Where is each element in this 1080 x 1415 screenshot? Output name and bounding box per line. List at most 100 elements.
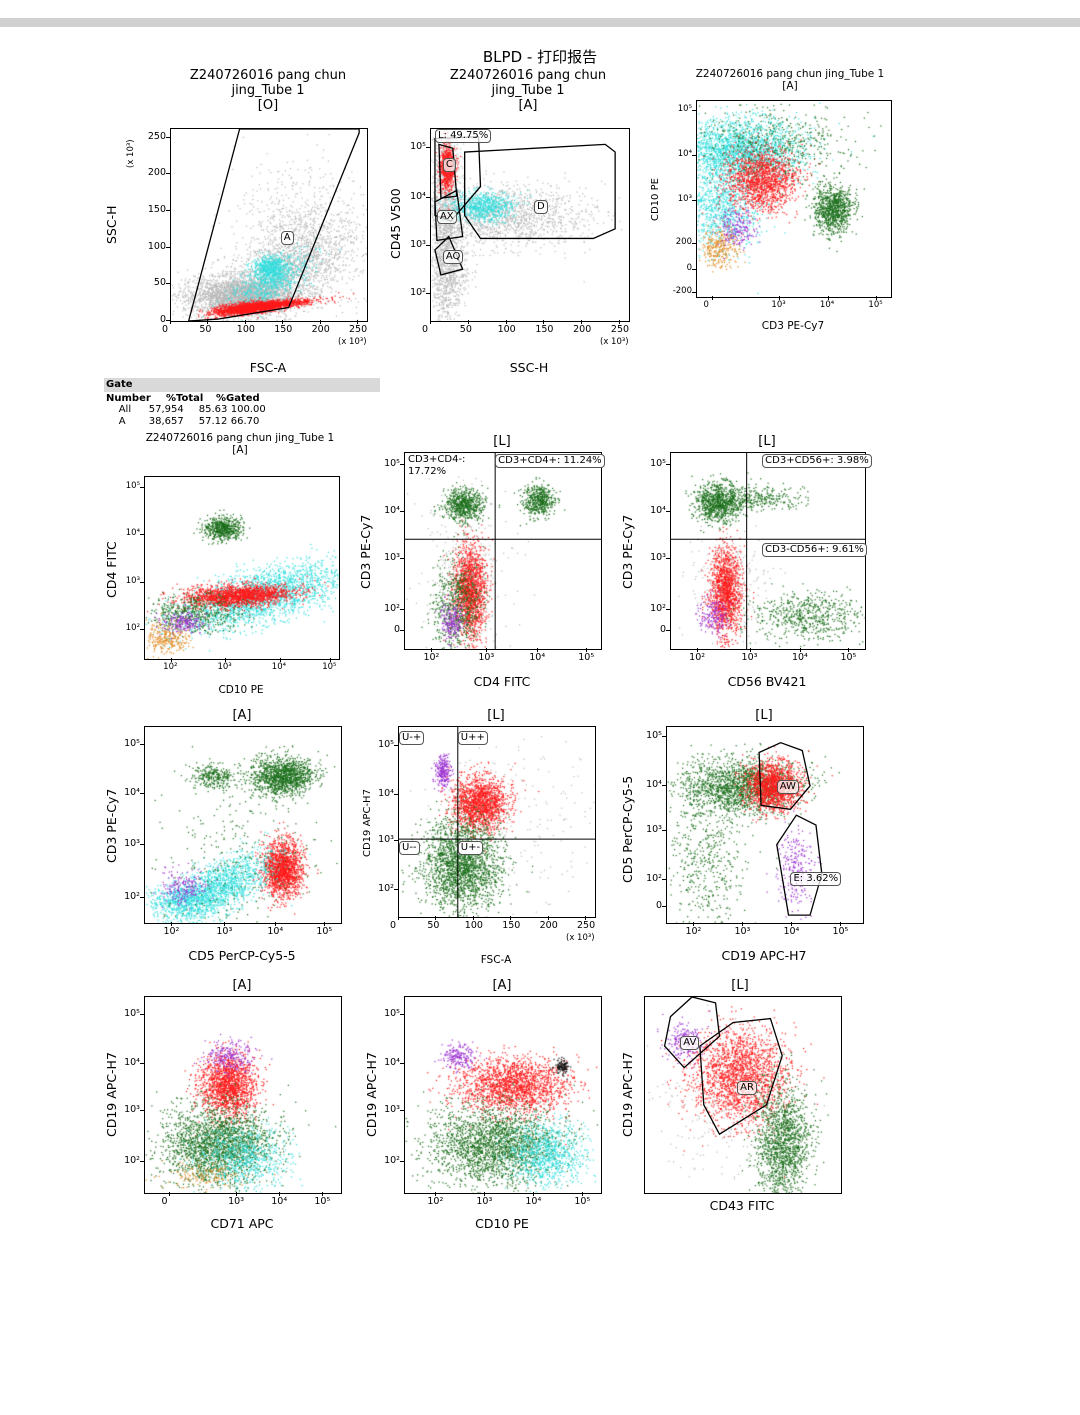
stats-header: Gate Number %Total %Gated: [104, 378, 380, 404]
y-tick-mark: [426, 245, 430, 247]
y-tick-label: 10⁴: [677, 148, 692, 159]
x-axis-label: FSC-A: [249, 360, 287, 375]
y-tick-mark: [426, 293, 430, 295]
plot-title: [L]: [731, 978, 749, 993]
y-tick-label: 10³: [384, 1103, 400, 1115]
y-tick-mark: [666, 608, 670, 610]
plot-title: [L]: [487, 708, 505, 723]
x-tick-label: 10³: [741, 652, 758, 663]
y-tick-label: 0: [686, 262, 692, 273]
gate-polygon: [663, 996, 721, 1069]
y-tick-mark: [692, 109, 696, 111]
y-axis-label: CD19 APC-H7: [362, 788, 373, 857]
y-tick-label: 10⁵: [378, 739, 394, 750]
y-tick-mark: [662, 878, 666, 880]
y-tick-mark: [400, 630, 404, 632]
x-tick-label: 10³: [216, 926, 233, 937]
x-tick-mark: [693, 922, 695, 926]
x-tick-label: 100: [464, 920, 483, 931]
y-tick-label: 10²: [410, 287, 426, 299]
x-tick-mark: [279, 658, 281, 662]
x-tick-mark: [742, 922, 744, 926]
x-tick-mark: [799, 648, 801, 652]
y-axis-label: CD19 APC-H7: [364, 1051, 379, 1137]
x-tick-mark: [236, 1192, 238, 1196]
gate-label: L: 49.75%: [434, 129, 492, 143]
x-tick-label: 10²: [427, 1196, 444, 1207]
stats-cell: 66.70: [230, 416, 260, 427]
gate-polygon: [187, 128, 360, 322]
x-tick-mark: [467, 320, 469, 324]
gate-label: AX: [436, 209, 457, 224]
x-tick-label: 250: [577, 920, 596, 931]
y-tick-label: 200: [675, 237, 692, 248]
x-tick-label: 10³: [734, 926, 751, 937]
y-tick-mark: [140, 743, 144, 745]
scatter-points: [399, 727, 595, 917]
y-tick-mark: [400, 1160, 404, 1162]
quadrant-label: U+-: [457, 841, 484, 855]
y-tick-label: 10²: [124, 890, 140, 902]
y-tick-label: 10³: [124, 1103, 140, 1115]
scatter-points: [405, 453, 601, 649]
stats-row: All 57,954 85.63 100.00: [104, 392, 380, 415]
gate-overlay: [405, 997, 601, 1193]
y-tick-mark: [166, 246, 170, 248]
x-tick-label: 50: [427, 920, 440, 931]
y-tick-mark: [140, 628, 144, 630]
gate-overlay: [405, 453, 601, 649]
gate-label: A: [280, 230, 294, 245]
x-tick-label: 10⁴: [267, 926, 284, 937]
y-tick-mark: [666, 510, 670, 512]
x-tick-label: 100: [236, 324, 255, 335]
x-tick-mark: [170, 320, 171, 324]
quadrant-label: U-+: [399, 730, 425, 745]
scatter-points: [145, 477, 339, 659]
plot-area: [696, 100, 892, 298]
x-tick-mark: [279, 1192, 281, 1196]
x-tick-mark: [398, 916, 399, 920]
x-tick-mark: [275, 922, 277, 926]
y-tick-mark: [692, 154, 696, 156]
y-tick-mark: [140, 486, 144, 488]
x-tick-mark: [618, 320, 620, 324]
y-tick-mark: [400, 1013, 404, 1015]
x-tick-label: 10⁵: [840, 652, 857, 663]
x-tick-mark: [324, 922, 326, 926]
x-axis-label: CD4 FITC: [473, 674, 531, 689]
x-tick-label: 10⁵: [578, 652, 595, 663]
x-tick-label: 200: [539, 920, 558, 931]
plot-title: [L]: [755, 708, 773, 723]
y-tick-mark: [692, 292, 696, 294]
x-tick-label: 10⁵: [868, 300, 883, 310]
x-tick-mark: [224, 922, 226, 926]
gate-overlay: [145, 727, 341, 923]
y-tick-mark: [166, 173, 170, 175]
x-tick-label: 10⁴: [271, 662, 287, 672]
stats-header-cell: %Gated: [216, 393, 260, 404]
x-tick-label: 150: [502, 920, 521, 931]
y-tick-label: 0: [659, 624, 666, 636]
plot-area: [144, 996, 342, 1194]
x-axis-label: CD5 PerCP-Cy5-5: [188, 948, 296, 963]
y-tick-mark: [166, 283, 170, 285]
x-tick-mark: [585, 916, 587, 920]
x-tick-mark: [282, 320, 284, 324]
y-tick-label: 10⁵: [124, 1007, 140, 1019]
scatter-points: [405, 997, 601, 1193]
x-tick-mark: [484, 1192, 486, 1196]
x-tick-label: 10²: [685, 926, 702, 937]
stats-row: A 38,657 57.12 66.70: [104, 404, 380, 427]
x-tick-label: 50: [459, 324, 472, 335]
x-tick-mark: [225, 658, 227, 662]
y-tick-mark: [662, 735, 666, 737]
gate-label: AR: [737, 1081, 757, 1096]
x-tick-label: 10⁴: [819, 300, 835, 310]
gate-overlay: [145, 477, 339, 659]
x-tick-label: 10⁴: [529, 652, 546, 663]
x-tick-label: 10⁵: [574, 1196, 591, 1207]
plot-title: Z240726016 pang chun jing_Tube 1 [A]: [449, 68, 607, 113]
x-tick-label: 0: [703, 300, 709, 310]
y-tick-label: 10²: [384, 602, 400, 614]
y-tick-label: 10³: [677, 193, 692, 204]
